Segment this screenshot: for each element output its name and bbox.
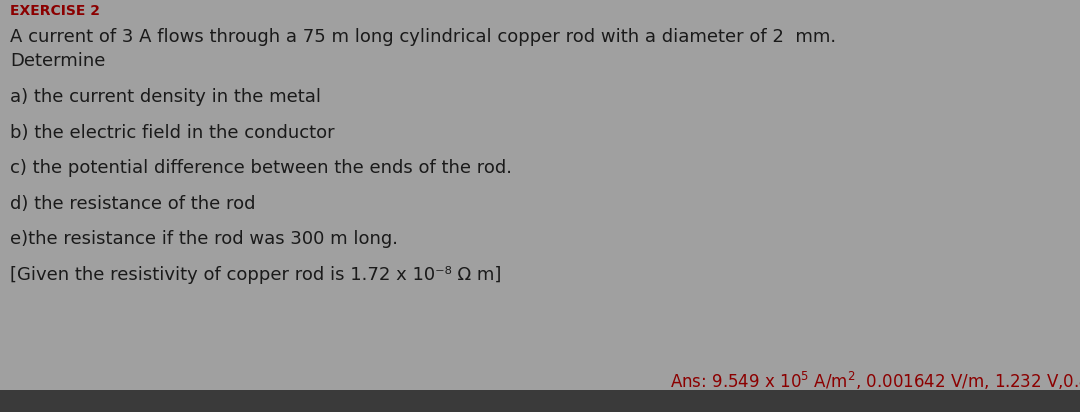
Text: A current of 3 A flows through a 75 m long cylindrical copper rod with a diamete: A current of 3 A flows through a 75 m lo… xyxy=(10,28,836,46)
Text: b) the electric field in the conductor: b) the electric field in the conductor xyxy=(10,124,335,141)
Text: d) the resistance of the rod: d) the resistance of the rod xyxy=(10,194,256,213)
Text: [Given the resistivity of copper rod is 1.72 x 10⁻⁸ Ω m]: [Given the resistivity of copper rod is … xyxy=(10,265,501,283)
Text: Ans: 9.549 x 10$^5$ A/m$^2$, 0.001642 V/m, 1.232 V,0.41 $\Omega$, 1.642 $\Omega$: Ans: 9.549 x 10$^5$ A/m$^2$, 0.001642 V/… xyxy=(670,370,1080,392)
Text: Determine: Determine xyxy=(10,52,106,70)
Text: EXERCISE 2: EXERCISE 2 xyxy=(10,4,100,18)
Bar xyxy=(0,390,1080,412)
Text: e)the resistance if the rod was 300 m long.: e)the resistance if the rod was 300 m lo… xyxy=(10,230,399,248)
Text: c) the potential difference between the ends of the rod.: c) the potential difference between the … xyxy=(10,159,512,177)
Text: a) the current density in the metal: a) the current density in the metal xyxy=(10,88,321,106)
